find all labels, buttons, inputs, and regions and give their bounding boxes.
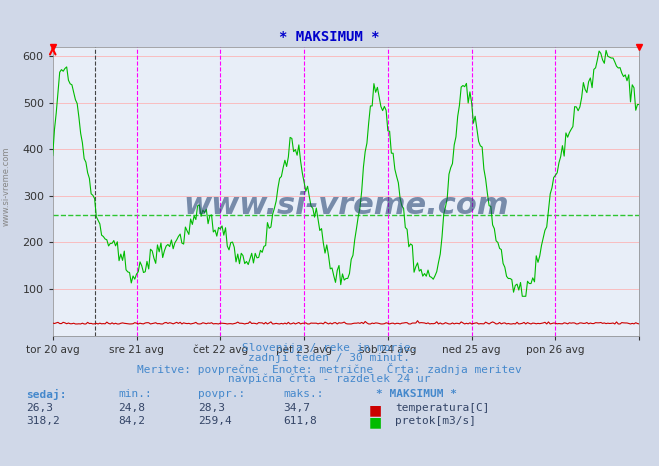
Text: 84,2: 84,2 (119, 416, 146, 425)
Text: navpična črta - razdelek 24 ur: navpična črta - razdelek 24 ur (228, 374, 431, 384)
Text: 259,4: 259,4 (198, 416, 231, 425)
Text: 611,8: 611,8 (283, 416, 317, 425)
Text: min.:: min.: (119, 389, 152, 399)
Text: maks.:: maks.: (283, 389, 324, 399)
Text: zadnji teden / 30 minut.: zadnji teden / 30 minut. (248, 353, 411, 363)
Text: Meritve: povprečne  Enote: metrične  Črta: zadnja meritev: Meritve: povprečne Enote: metrične Črta:… (137, 363, 522, 376)
Text: * MAKSIMUM *: * MAKSIMUM * (376, 389, 457, 399)
Text: povpr.:: povpr.: (198, 389, 245, 399)
Text: pretok[m3/s]: pretok[m3/s] (395, 416, 476, 425)
Text: ■: ■ (369, 403, 382, 417)
Text: ■: ■ (369, 416, 382, 430)
Text: 28,3: 28,3 (198, 403, 225, 413)
Text: temperatura[C]: temperatura[C] (395, 403, 490, 413)
Text: www.si-vreme.com: www.si-vreme.com (183, 191, 509, 220)
Text: 26,3: 26,3 (26, 403, 53, 413)
Text: * MAKSIMUM *: * MAKSIMUM * (279, 30, 380, 44)
Text: 24,8: 24,8 (119, 403, 146, 413)
Text: sedaj:: sedaj: (26, 389, 67, 400)
Text: Slovenija / reke in morje.: Slovenija / reke in morje. (242, 343, 417, 352)
Text: 34,7: 34,7 (283, 403, 310, 413)
Text: 318,2: 318,2 (26, 416, 60, 425)
Text: www.si-vreme.com: www.si-vreme.com (2, 147, 11, 226)
